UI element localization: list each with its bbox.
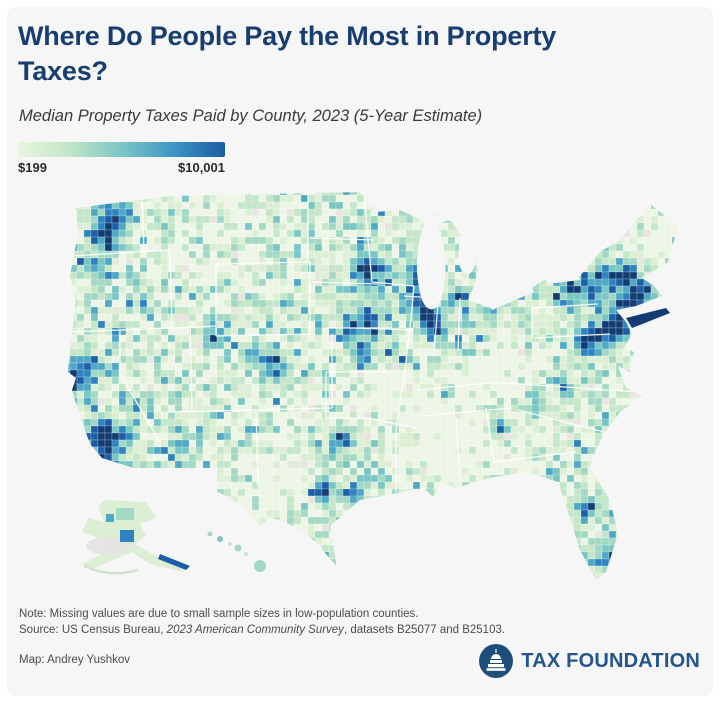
- long-island: [626, 308, 670, 328]
- footnotes: Note: Missing values are due to small sa…: [19, 606, 505, 638]
- lake-huron: [458, 235, 477, 275]
- map-credit: Map: Andrey Yushkov: [19, 654, 131, 666]
- logo-text: TAX FOUNDATION: [521, 649, 700, 672]
- legend-gradient-bar: [18, 142, 225, 157]
- tax-foundation-logo: TAX FOUNDATION: [478, 643, 700, 679]
- legend-labels: $199 $10,001: [18, 160, 225, 175]
- lake-michigan: [416, 220, 446, 310]
- aleutians: [83, 564, 139, 575]
- capitol-icon: [479, 644, 514, 678]
- map-svg: [68, 192, 678, 580]
- us-county-choropleth-map: [20, 182, 700, 604]
- alaska-missing-data: [86, 537, 130, 555]
- legend-max-label: $10,001: [178, 160, 225, 175]
- state-borders: [68, 192, 641, 492]
- legend-min-label: $199: [18, 160, 47, 175]
- page-title: Where Do People Pay the Most in Property…: [18, 21, 557, 86]
- page-subtitle: Median Property Taxes Paid by County, 20…: [19, 107, 483, 125]
- infographic-card: Where Do People Pay the Most in Property…: [7, 7, 713, 696]
- hawaii-inset: [207, 531, 266, 572]
- lake-superior: [372, 198, 448, 226]
- alaska-inset: [82, 500, 190, 575]
- note-line: Note: Missing values are due to small sa…: [19, 608, 419, 620]
- mainland-counties: [68, 192, 678, 580]
- source-line: Source: US Census Bureau, 2023 American …: [19, 624, 506, 636]
